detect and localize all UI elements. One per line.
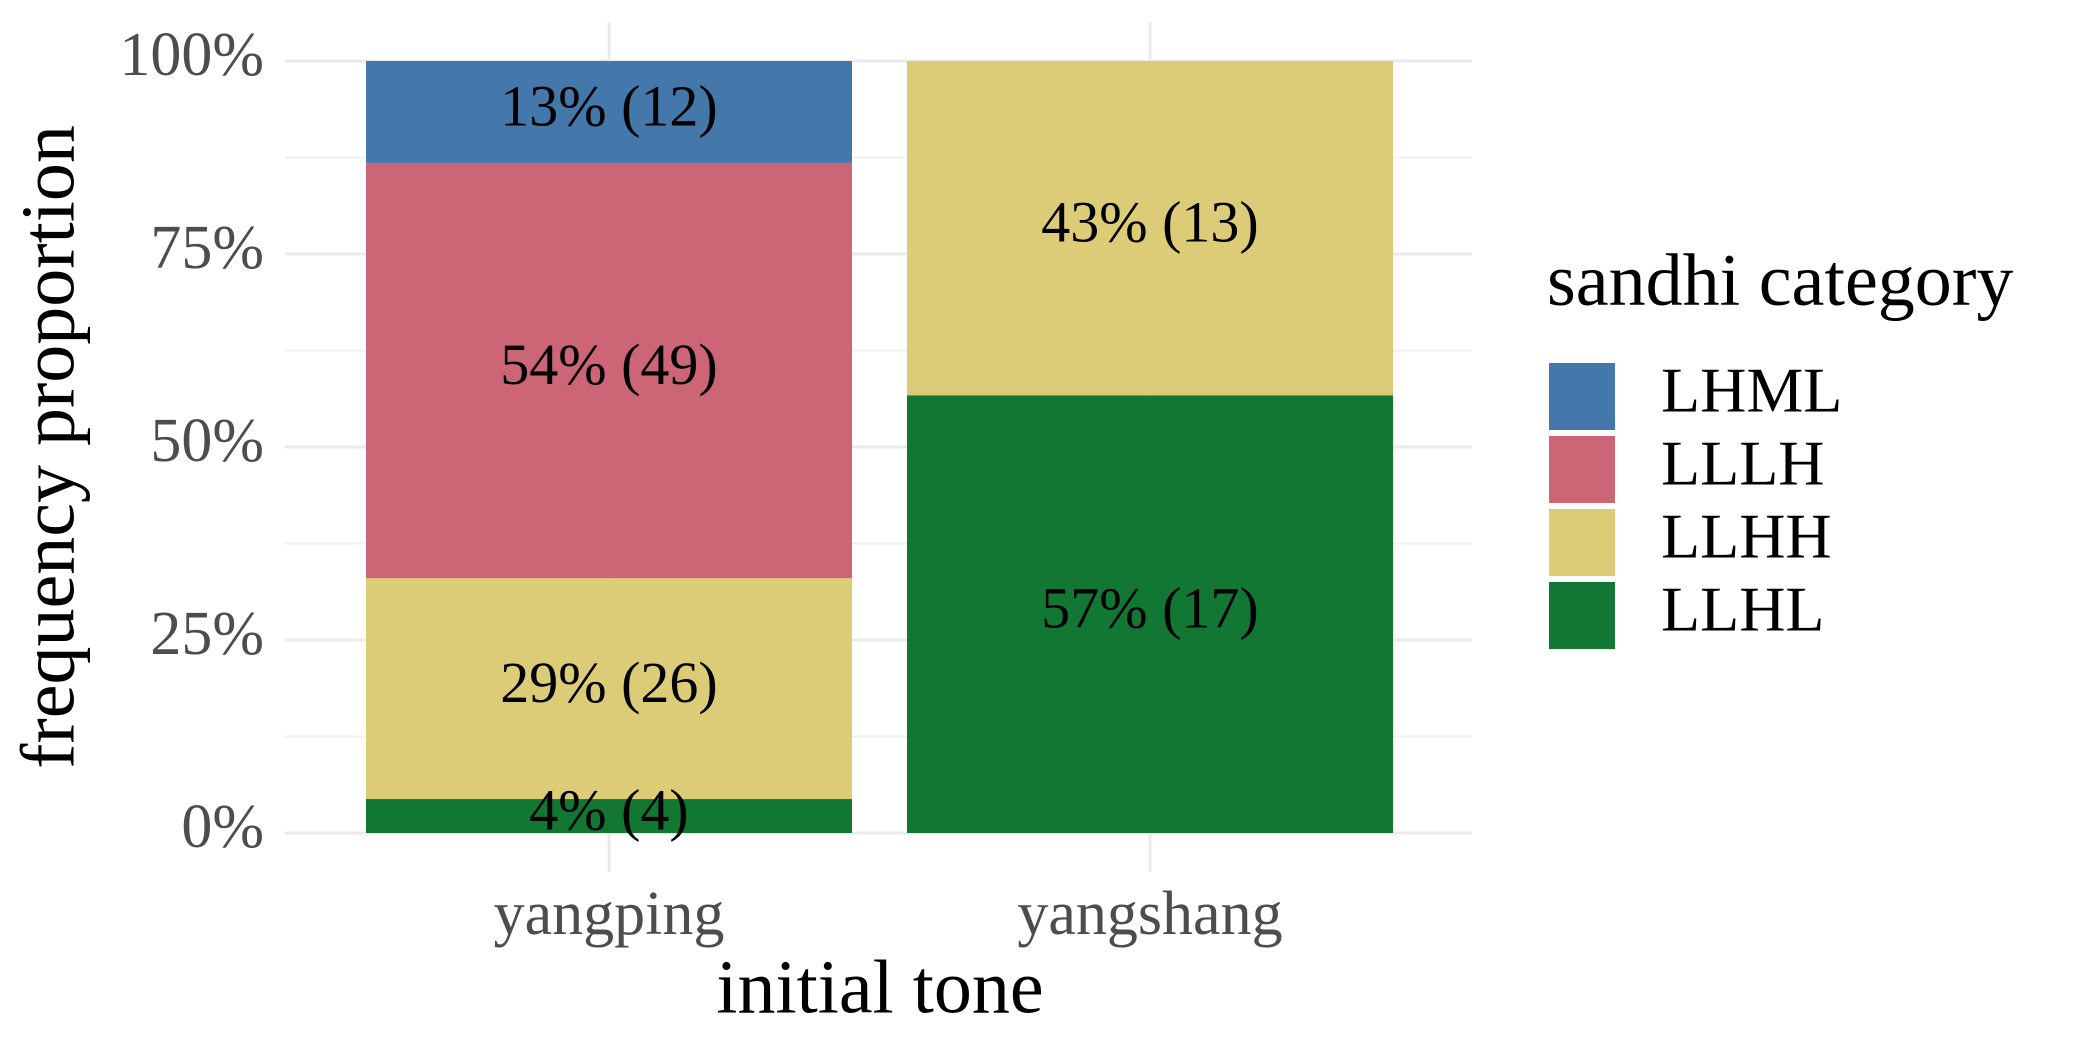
- legend-label: LLHL: [1661, 574, 1825, 645]
- legend-label: LHML: [1661, 355, 1842, 426]
- legend-swatch: [1549, 436, 1615, 503]
- y-tick-label: 75%: [150, 214, 264, 282]
- legend-label: LLLH: [1661, 428, 1825, 499]
- legend-swatch: [1549, 582, 1615, 649]
- y-tick-label: 0%: [181, 793, 264, 861]
- legend-title: sandhi category: [1547, 240, 2013, 322]
- bar-segment: [366, 799, 852, 833]
- y-tick-label: 50%: [150, 407, 264, 475]
- data-label: 43% (13): [1041, 189, 1258, 254]
- x-tick-label: yangshang: [1017, 880, 1282, 948]
- bar-segment: [907, 61, 1393, 396]
- bar-segment: [366, 578, 852, 800]
- data-label: 54% (49): [500, 332, 717, 397]
- y-axis-title: frequency proportion: [6, 125, 90, 769]
- data-label: 29% (26): [500, 650, 717, 715]
- bar-segment: [366, 61, 852, 163]
- legend-label: LLHH: [1661, 501, 1832, 572]
- x-tick-label: yangping: [494, 880, 725, 948]
- bar-segment: [907, 395, 1393, 833]
- data-label: 4% (4): [529, 777, 688, 842]
- y-tick-label: 100%: [119, 21, 264, 89]
- data-label: 57% (17): [1041, 575, 1258, 640]
- legend-swatch: [1549, 363, 1615, 430]
- legend-swatch: [1549, 509, 1615, 576]
- x-axis-title: initial tone: [716, 945, 1043, 1029]
- data-label: 13% (12): [500, 73, 717, 138]
- bar-segment: [366, 162, 852, 579]
- y-tick-label: 25%: [150, 600, 264, 668]
